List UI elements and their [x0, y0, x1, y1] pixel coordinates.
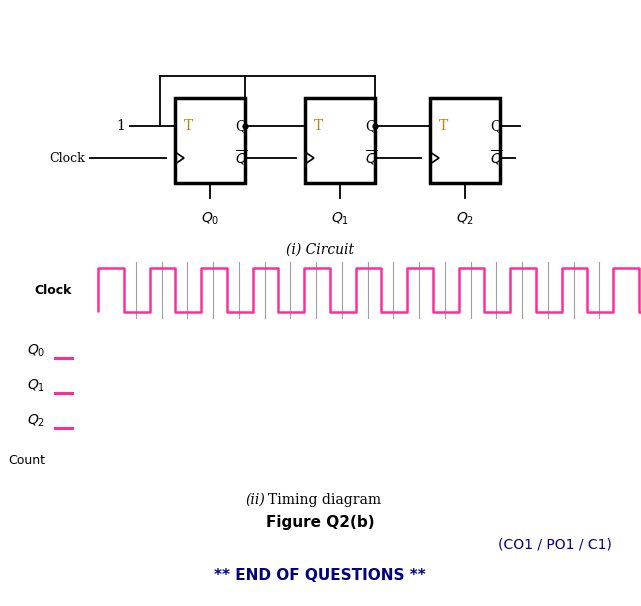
- Text: Timing diagram: Timing diagram: [268, 493, 381, 507]
- Text: $\overline{Q}$: $\overline{Q}$: [235, 148, 248, 168]
- Text: $Q_0$: $Q_0$: [201, 210, 219, 227]
- Text: Count: Count: [8, 453, 45, 467]
- Text: $\overline{Q}$: $\overline{Q}$: [490, 148, 503, 168]
- Text: $\overline{Q}$: $\overline{Q}$: [365, 148, 378, 168]
- Text: ** END OF QUESTIONS **: ** END OF QUESTIONS **: [214, 567, 426, 582]
- Text: T: T: [314, 119, 323, 133]
- Text: Clock: Clock: [49, 152, 85, 164]
- Text: (CO1 / PO1 / C1): (CO1 / PO1 / C1): [498, 538, 612, 552]
- Text: Figure Q2(b): Figure Q2(b): [265, 514, 374, 530]
- Bar: [430, 98, 500, 182]
- Text: $Q_2$: $Q_2$: [27, 413, 45, 429]
- Text: 1: 1: [116, 119, 125, 133]
- Text: $Q_2$: $Q_2$: [456, 210, 474, 227]
- Text: Q: Q: [235, 119, 246, 133]
- Text: (ii): (ii): [246, 493, 265, 507]
- Text: Clock: Clock: [35, 284, 72, 296]
- Text: (i) Circuit: (i) Circuit: [286, 243, 354, 257]
- Text: T: T: [184, 119, 193, 133]
- Bar: [305, 98, 375, 182]
- Text: $Q_0$: $Q_0$: [26, 343, 45, 359]
- Text: $Q_1$: $Q_1$: [27, 378, 45, 394]
- Text: $Q_1$: $Q_1$: [331, 210, 349, 227]
- Bar: [175, 98, 245, 182]
- Text: T: T: [439, 119, 448, 133]
- Text: Q: Q: [365, 119, 376, 133]
- Text: Q: Q: [490, 119, 501, 133]
